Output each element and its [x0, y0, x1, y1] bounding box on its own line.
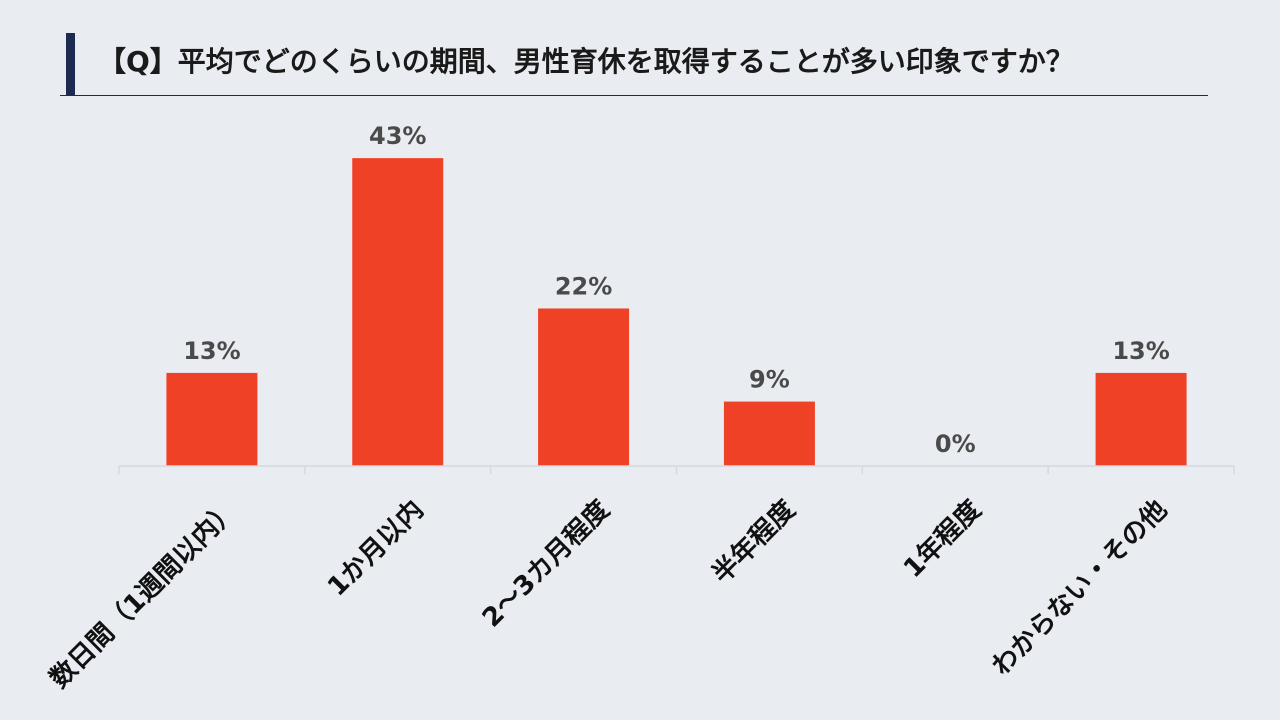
bar: [166, 373, 257, 466]
value-labels-group: 13% 43% 22% 9% 0% 13%: [183, 122, 1170, 458]
category-labels-group: 数日間（1週間以内） 1か月以内 2～3カ月程度 半年程度 1年程度 わからない・その他: [44, 494, 1173, 694]
value-label: 13%: [183, 337, 240, 365]
category-label: 数日間（1週間以内）: [44, 495, 243, 694]
bar: [538, 308, 629, 466]
value-label: 0%: [935, 430, 976, 458]
category-label: 1年程度: [897, 494, 987, 584]
bar: [724, 402, 815, 466]
value-label: 43%: [369, 122, 426, 150]
bars-group: [166, 158, 1186, 466]
value-label: 22%: [555, 272, 612, 300]
category-label: 半年程度: [706, 494, 801, 589]
bar: [352, 158, 443, 466]
value-label: 9%: [749, 366, 790, 394]
x-axis-ticks: [119, 466, 1234, 474]
value-label: 13%: [1112, 337, 1169, 365]
category-label: 2～3カ月程度: [476, 494, 615, 633]
bar: [1096, 373, 1187, 466]
category-label: 1か月以内: [322, 495, 430, 603]
category-label: わからない・その他: [986, 495, 1173, 682]
